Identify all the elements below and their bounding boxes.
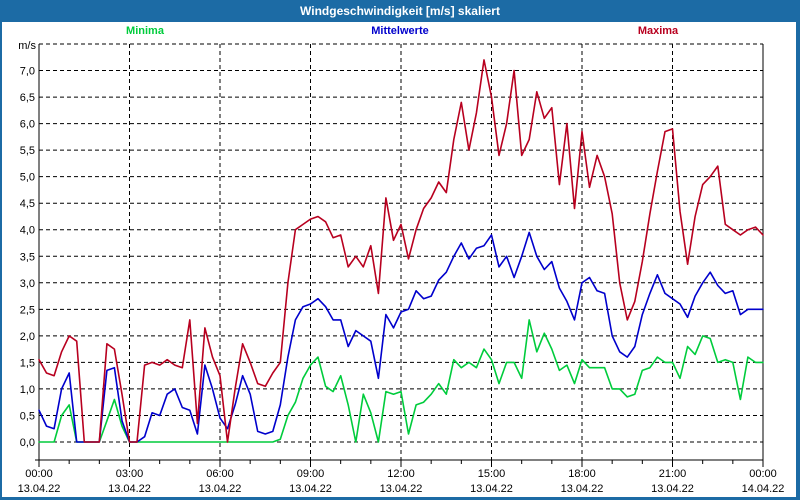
x-tick-time-label: 12:00 <box>387 468 415 480</box>
y-tick-label: 1,5 <box>20 357 35 369</box>
x-tick-date-label: 13.04.22 <box>199 483 242 495</box>
x-tick-time-label: 06:00 <box>206 468 234 480</box>
y-tick-label: 5,0 <box>20 172 35 184</box>
y-tick-label: 0,5 <box>20 410 35 422</box>
y-tick-label: 2,0 <box>20 331 35 343</box>
y-tick-label: 0,0 <box>20 437 35 449</box>
series-maxima-line <box>38 59 764 443</box>
y-tick-label: 4,0 <box>20 225 35 237</box>
legend-minima: Minima <box>126 25 164 37</box>
legend-maxima: Maxima <box>637 25 679 37</box>
x-tick-date-label: 13.04.22 <box>18 483 61 495</box>
x-tick-time-label: 03:00 <box>116 468 144 480</box>
x-tick-time-label: 00:00 <box>749 468 777 480</box>
x-tick-time-label: 00:00 <box>25 468 53 480</box>
y-tick-label: 3,5 <box>20 251 35 263</box>
series-minima-line <box>38 319 764 443</box>
y-tick-label: 4,5 <box>20 198 35 210</box>
x-tick-date-label: 13.04.22 <box>289 483 332 495</box>
y-tick-label: 3,0 <box>20 278 35 290</box>
window-title: Windgeschwindigkeit [m/s] skaliert <box>300 4 500 18</box>
x-tick-date-label: 13.04.22 <box>651 483 694 495</box>
chart-area: Minima Mittelwerte Maxima 0,0 0,5 1,0 1,5 2,… <box>2 22 796 497</box>
x-tick-time-label: 15:00 <box>478 468 506 480</box>
y-tick-label: 7,0 <box>20 66 35 78</box>
y-axis-unit-label: m/s <box>18 40 36 52</box>
y-tick-label: 5,5 <box>20 145 35 157</box>
legend-mittelwerte: Mittelwerte <box>371 25 429 37</box>
x-tick-time-label: 18:00 <box>568 468 596 480</box>
series-mittelwerte-line <box>38 231 764 443</box>
x-tick-time-label: 09:00 <box>297 468 325 480</box>
y-tick-label: 6,5 <box>20 92 35 104</box>
y-tick-label: 2,5 <box>20 304 35 316</box>
y-tick-label: 1,0 <box>20 384 35 396</box>
y-tick-label: 6,0 <box>20 119 35 131</box>
x-tick-date-label: 13.04.22 <box>108 483 151 495</box>
x-tick-date-label: 13.04.22 <box>470 483 513 495</box>
title-bar: Windgeschwindigkeit [m/s] skaliert <box>0 0 800 22</box>
x-tick-date-label: 13.04.22 <box>561 483 604 495</box>
x-tick-time-label: 21:00 <box>659 468 687 480</box>
x-tick-date-label: 13.04.22 <box>380 483 423 495</box>
x-tick-date-label: 14.04.22 <box>742 483 785 495</box>
